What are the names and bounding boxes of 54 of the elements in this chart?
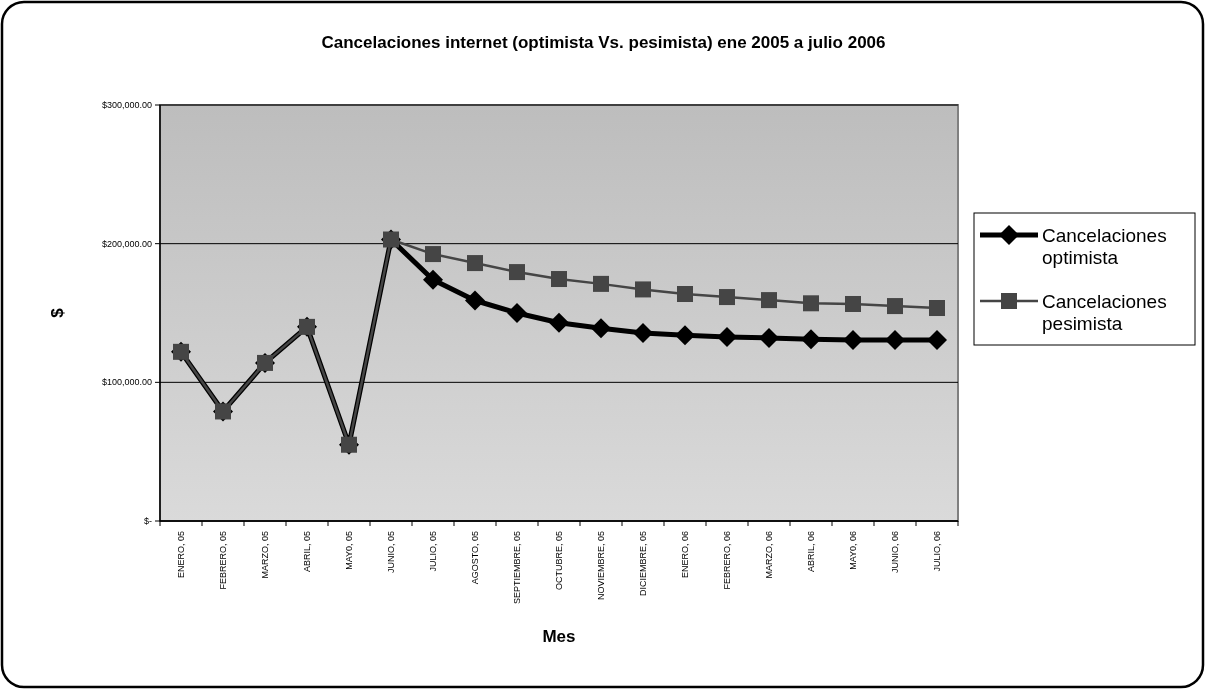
x-tick-label: MAY0, 05 — [344, 531, 354, 570]
x-tick-label: MAY0, 06 — [848, 531, 858, 570]
x-tick-label: ENERO, 05 — [176, 531, 186, 579]
x-tick-label: FEBRERO, 06 — [722, 531, 732, 590]
x-tick-label: OCTUBRE, 05 — [554, 531, 564, 591]
point — [507, 303, 527, 323]
legend-label: Cancelaciones pesimista — [1042, 290, 1167, 334]
x-tick-label: ENERO, 06 — [680, 531, 690, 579]
x-tick-label: DICIEMBRE, 05 — [638, 531, 648, 597]
point — [887, 298, 903, 315]
y-axis-title: $ — [48, 307, 67, 318]
point — [551, 271, 567, 288]
y-tick-label: $200,000.00 — [101, 238, 152, 249]
point — [425, 246, 441, 263]
point — [717, 326, 737, 347]
point — [635, 281, 651, 298]
point — [885, 330, 905, 351]
x-tick-label: AGOSTO, 05 — [470, 531, 480, 585]
point — [677, 286, 693, 302]
point — [801, 329, 821, 350]
x-tick-label: ABRIL, 06 — [806, 531, 816, 573]
point — [465, 290, 485, 311]
legend-label: Cancelaciones optimista — [1042, 224, 1167, 268]
point — [803, 295, 819, 312]
x-axis-title: Mes — [542, 627, 576, 646]
x-tick-label: MARZO, 06 — [764, 531, 774, 579]
point — [549, 312, 569, 333]
chart-title: Cancelaciones internet (optimista Vs. pesimista) ene 2005 a julio 2006 — [321, 33, 886, 52]
y-tick-label: $- — [143, 516, 152, 527]
point — [467, 255, 483, 272]
x-tick-label: JUNIO, 06 — [890, 531, 900, 574]
x-tick-label: FEBRERO, 05 — [218, 531, 228, 590]
y-tick-label: $300,000.00 — [101, 100, 152, 111]
point — [845, 295, 861, 312]
point — [843, 330, 863, 351]
point — [423, 269, 443, 290]
point — [927, 330, 947, 351]
y-tick-label: $100,000.00 — [101, 377, 152, 388]
x-tick-label: SEPTIEMBRE, 05 — [512, 531, 522, 605]
point — [591, 318, 611, 339]
x-tick-label: MARZO, 05 — [260, 531, 270, 579]
x-tick-label: ABRIL, 05 — [302, 531, 312, 573]
point — [593, 275, 609, 292]
point — [761, 292, 777, 309]
point — [759, 327, 779, 348]
point — [929, 300, 945, 317]
point — [633, 323, 653, 344]
point — [719, 289, 735, 306]
x-tick-label: JULIO, 06 — [932, 531, 942, 572]
x-tick-label: JUNIO, 05 — [386, 531, 396, 574]
x-tick-label: JULIO, 05 — [428, 531, 438, 572]
x-tick-label: NOVIEMBRE, 05 — [596, 531, 606, 601]
point — [509, 264, 525, 281]
point — [675, 325, 695, 346]
